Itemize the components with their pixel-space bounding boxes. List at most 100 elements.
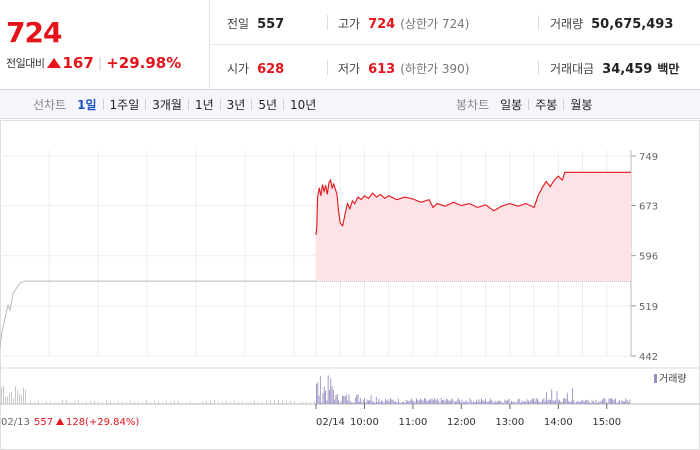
line-period-tab-1[interactable]: 1주일 <box>109 98 140 112</box>
volume-bar <box>572 388 573 404</box>
chart-frame <box>0 120 700 450</box>
volume-bar <box>629 399 631 404</box>
line-chart-label: 선차트 <box>33 98 67 112</box>
volume-bar <box>342 395 343 404</box>
volume-bar <box>70 402 71 404</box>
volume-bar <box>466 401 468 404</box>
volume-bar <box>438 400 440 404</box>
volume-bar <box>429 399 430 404</box>
volume-bar <box>194 402 195 404</box>
volume-bar <box>442 400 443 404</box>
candle-period-tab-1[interactable]: 주봉 <box>535 98 558 112</box>
volume-bar <box>238 401 239 404</box>
volume-bar <box>495 400 497 404</box>
volume-bar <box>336 394 338 404</box>
volume-bar <box>344 396 346 404</box>
volume-bar <box>403 401 404 404</box>
candle-period-tab-2[interactable]: 월봉 <box>570 98 593 112</box>
line-period-tab-0[interactable]: 1일 <box>77 98 97 112</box>
volume-bar <box>543 398 545 404</box>
volume-bar <box>538 400 540 404</box>
line-period-tab-3[interactable]: 1년 <box>194 98 214 112</box>
volume-bar <box>474 402 476 404</box>
volume-bar <box>602 399 603 404</box>
volume-bar <box>382 400 384 404</box>
prev-day-close: 557 <box>34 417 53 428</box>
volume-bar <box>579 401 581 404</box>
volume-bar <box>222 401 223 404</box>
volume-bar <box>11 392 12 404</box>
line-period-tab-2[interactable]: 3개월 <box>152 98 182 112</box>
volume-bar <box>134 401 135 404</box>
volume-bar <box>518 398 520 404</box>
volume-bar <box>430 399 432 404</box>
y-tick-label: 519 <box>639 302 658 313</box>
volume-bar <box>560 401 562 404</box>
volume-bar <box>74 401 75 404</box>
volume-bar <box>166 401 167 404</box>
prev-day-change: 128 <box>66 417 85 428</box>
volume-bar <box>7 396 8 404</box>
volume-bar <box>377 402 378 404</box>
volume-bar <box>621 399 623 404</box>
volume-bar <box>234 400 235 404</box>
trade-amount-unit: 백만 <box>657 62 680 76</box>
volume-bar <box>361 402 363 404</box>
volume-bar <box>13 398 14 404</box>
volume-bar <box>591 400 593 404</box>
volume-bar <box>539 402 541 404</box>
volume-bar <box>360 398 362 404</box>
volume-bar <box>607 403 609 404</box>
volume-bar <box>496 401 498 404</box>
volume-bar <box>453 402 455 404</box>
volume-bar <box>404 402 406 404</box>
line-period-tab-5[interactable]: 5년 <box>258 98 278 112</box>
volume-bar <box>138 401 139 404</box>
volume-bar <box>170 401 171 404</box>
volume-bar <box>396 402 398 404</box>
volume-bar <box>451 398 453 404</box>
volume-bar <box>62 400 63 404</box>
line-period-tab-6[interactable]: 10년 <box>290 98 317 112</box>
candle-period-tab-0[interactable]: 일봉 <box>500 98 523 112</box>
volume-bar <box>412 400 414 404</box>
volume-bar <box>583 401 585 404</box>
volume-bar <box>609 398 611 404</box>
volume-bar <box>186 402 187 404</box>
volume-bar <box>298 402 299 404</box>
volume-bar <box>617 401 619 404</box>
volume-bar <box>370 395 372 404</box>
volume-bar <box>150 402 151 404</box>
volume-bar <box>375 396 377 404</box>
chart-period-bar: 선차트 1일 1주일 3개월 1년 3년 5년 10년 봉차트 일봉 주봉 월봉 <box>0 90 700 119</box>
volume-bar <box>340 401 342 404</box>
line-period-tab-4[interactable]: 3년 <box>226 98 246 112</box>
volume-bar <box>21 395 22 404</box>
volume-bar <box>582 400 584 404</box>
volume-bar <box>433 400 434 404</box>
volume-bar <box>339 402 341 404</box>
tab-divider <box>102 99 104 110</box>
volume-bar <box>390 398 391 404</box>
volume-bar <box>417 399 419 404</box>
volume-bar <box>126 402 127 404</box>
volume-bar <box>349 401 351 404</box>
volume-bar <box>550 400 551 404</box>
volume-bar <box>338 400 339 404</box>
volume-bar <box>530 399 532 404</box>
volume-bar <box>482 400 484 404</box>
volume-bar <box>318 395 320 404</box>
volume-bar <box>561 402 563 404</box>
volume-bar <box>504 399 506 404</box>
volume-bar <box>420 398 421 404</box>
volume-bar <box>531 398 533 404</box>
low-label: 저가 <box>338 62 361 76</box>
volume-bar <box>628 402 629 404</box>
open-value: 628 <box>257 62 285 77</box>
volume-bar <box>158 401 159 404</box>
volume-bar <box>492 402 494 404</box>
volume-bar <box>449 400 451 404</box>
volume-bar <box>446 399 447 404</box>
today-price-line <box>315 171 631 235</box>
volume-bar <box>500 401 502 404</box>
